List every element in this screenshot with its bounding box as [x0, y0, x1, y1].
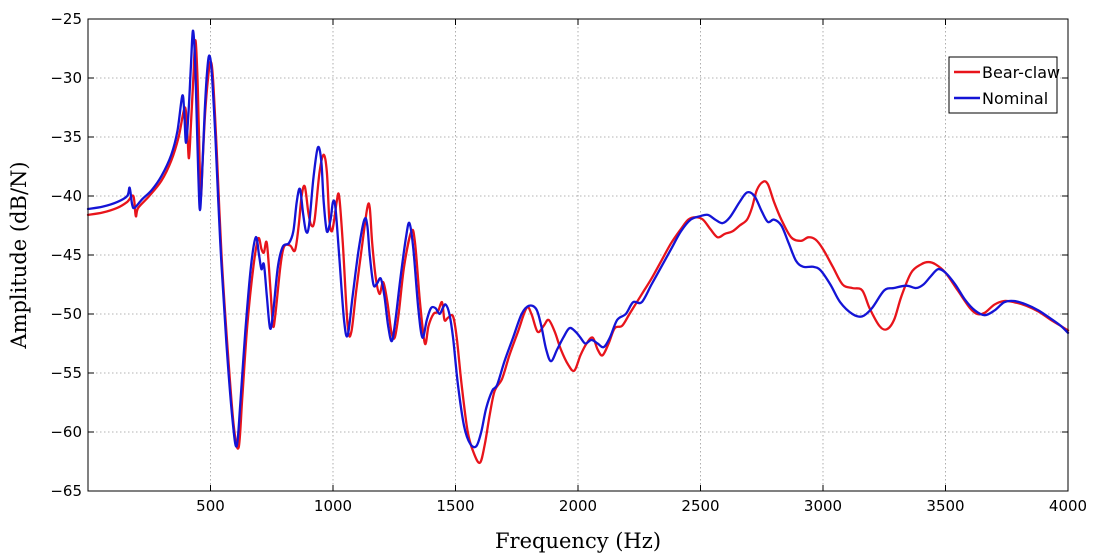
y-tick-label: −65	[50, 482, 82, 500]
y-tick-label: −25	[50, 10, 82, 28]
x-tick-label: 2000	[559, 497, 597, 515]
x-tick-label: 2500	[681, 497, 719, 515]
y-tick-label: −35	[50, 128, 82, 146]
x-tick-label: 1500	[436, 497, 474, 515]
y-tick-label: −45	[50, 246, 82, 264]
x-tick-labels: 500 1000 1500 2000 2500 3000 3500 4000	[196, 497, 1087, 515]
axis-ticks	[88, 18, 1069, 492]
y-tick-label: −40	[50, 187, 82, 205]
y-tick-label: −60	[50, 423, 82, 441]
legend-label-nominal: Nominal	[982, 89, 1048, 108]
x-tick-label: 1000	[314, 497, 352, 515]
legend-box	[948, 56, 1058, 114]
x-axis-title: Frequency (Hz)	[495, 529, 661, 553]
grid-lines	[88, 19, 1068, 491]
x-tick-label: 4000	[1049, 497, 1087, 515]
x-tick-label: 3500	[926, 497, 964, 515]
legend: Bear-claw Nominal	[948, 56, 1060, 114]
y-axis-title: Amplitude (dB/N)	[7, 161, 31, 349]
legend-label-bear-claw: Bear-claw	[982, 63, 1060, 82]
series-layer	[86, 29, 1070, 465]
x-tick-label: 500	[196, 497, 225, 515]
x-tick-label: 3000	[804, 497, 842, 515]
series-line-nominal	[86, 29, 1070, 449]
y-tick-label: −50	[50, 305, 82, 323]
y-tick-labels: −65 −60 −55 −50 −45 −40 −35 −30 −25	[50, 10, 82, 500]
y-tick-label: −55	[50, 364, 82, 382]
y-tick-label: −30	[50, 69, 82, 87]
